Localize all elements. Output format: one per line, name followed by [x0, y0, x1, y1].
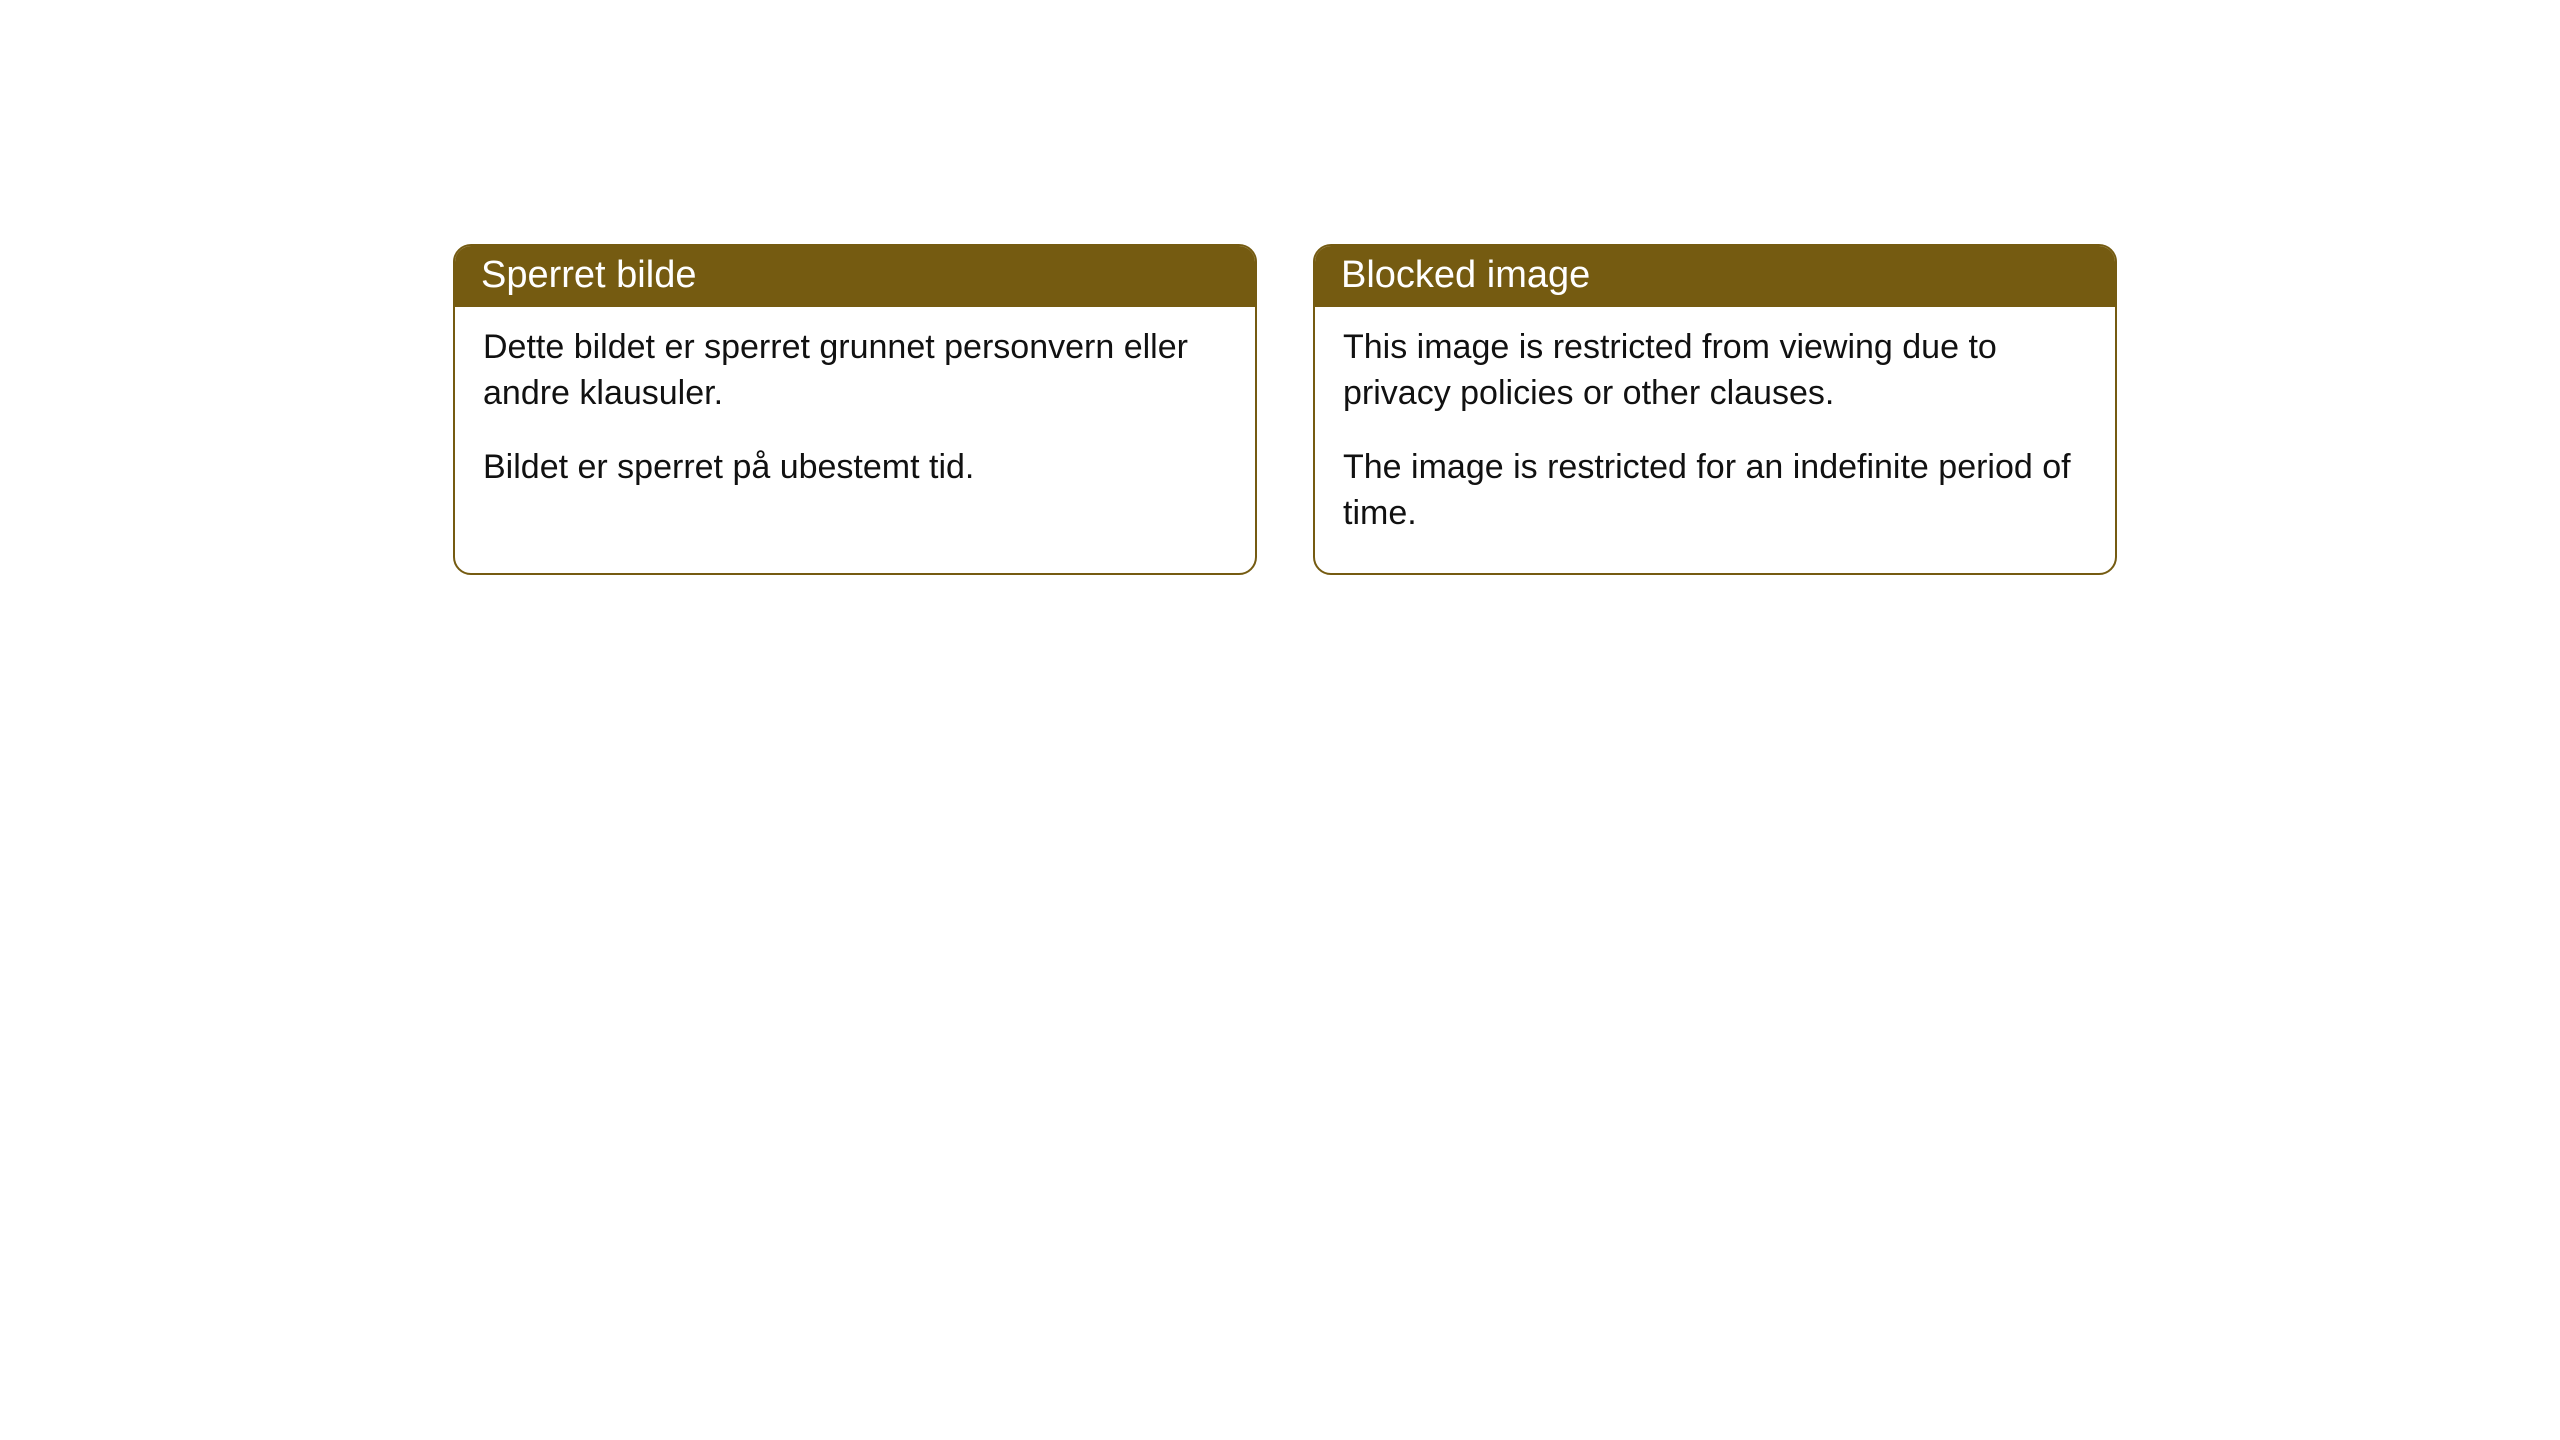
notice-card-english: Blocked image This image is restricted f… [1313, 244, 2117, 575]
notice-header-norwegian: Sperret bilde [455, 246, 1255, 307]
notice-header-english: Blocked image [1315, 246, 2115, 307]
notice-container: Sperret bilde Dette bildet er sperret gr… [453, 244, 2117, 575]
notice-body-english: This image is restricted from viewing du… [1315, 307, 2115, 573]
notice-paragraph-1-norwegian: Dette bildet er sperret grunnet personve… [483, 325, 1227, 417]
notice-body-norwegian: Dette bildet er sperret grunnet personve… [455, 307, 1255, 527]
notice-paragraph-1-english: This image is restricted from viewing du… [1343, 325, 2087, 417]
notice-paragraph-2-english: The image is restricted for an indefinit… [1343, 445, 2087, 537]
notice-paragraph-2-norwegian: Bildet er sperret på ubestemt tid. [483, 445, 1227, 491]
notice-card-norwegian: Sperret bilde Dette bildet er sperret gr… [453, 244, 1257, 575]
